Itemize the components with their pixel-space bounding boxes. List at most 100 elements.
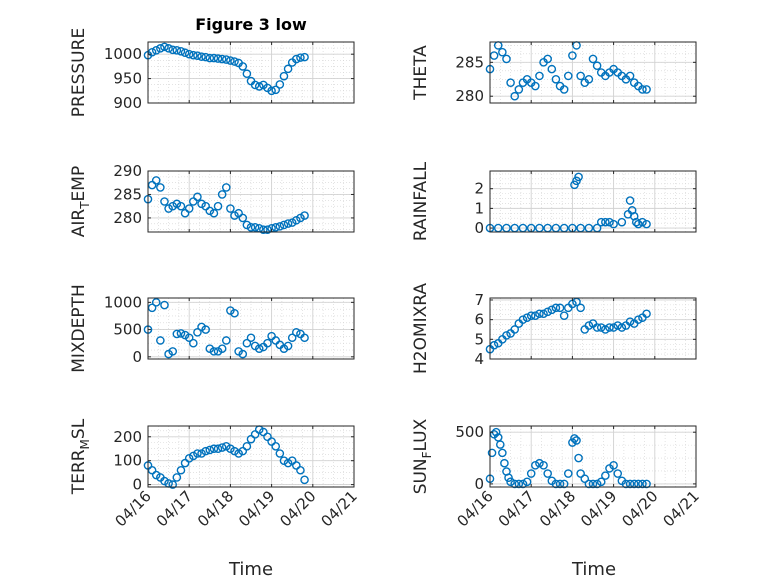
data-point (176, 465, 186, 475)
data-point (535, 309, 544, 319)
data-point (287, 218, 297, 227)
data-point (168, 480, 178, 489)
data-point (176, 46, 186, 56)
data-point (617, 323, 627, 332)
data-point (271, 442, 281, 451)
data-point (250, 223, 260, 232)
data-point (605, 323, 614, 332)
axes-box (489, 41, 697, 104)
data-point (551, 74, 561, 84)
data-point (609, 219, 618, 229)
y-axis-label: PRESSURE (69, 28, 89, 117)
data-point (193, 328, 202, 337)
axes-box (147, 170, 355, 233)
data-point (601, 217, 610, 227)
data-point (592, 323, 602, 332)
data-point (160, 300, 169, 310)
data-point (238, 349, 248, 359)
data-point (184, 49, 194, 59)
data-point (642, 309, 651, 319)
data-point (201, 325, 210, 334)
data-point (226, 204, 235, 213)
data-point (246, 223, 256, 232)
data-point (634, 219, 643, 229)
data-point (205, 206, 215, 216)
data-point (563, 469, 573, 478)
data-point (563, 71, 573, 81)
axes-box (489, 425, 697, 488)
subplot-pressure: 900 950 1000 PRESSURE (69, 28, 355, 117)
data-point (605, 217, 614, 227)
data-point (209, 347, 219, 356)
data-point (572, 436, 581, 445)
axes-box (489, 297, 697, 360)
data-point (498, 47, 507, 57)
x-axis-label-left: Time (228, 559, 273, 580)
y-tick-label: 500 (113, 321, 142, 339)
subplot-h2omixra: 4 56 7 H2OMIXRA (411, 283, 697, 374)
y-tick-label: 900 (113, 94, 142, 112)
data-point (296, 213, 305, 223)
data-point (555, 303, 565, 313)
data-point (625, 317, 635, 326)
y-tick-label: 0 (474, 475, 484, 493)
y-tick-label: 950 (113, 70, 142, 88)
data-point (156, 183, 165, 192)
y-tick-label: 4 (474, 350, 484, 368)
data-point (574, 453, 583, 463)
data-point (242, 442, 252, 451)
data-point (596, 217, 606, 227)
y-tick-label: 280 (113, 209, 142, 227)
data-point (221, 55, 231, 64)
data-point (596, 477, 606, 487)
data-point (543, 307, 552, 317)
data-point (500, 458, 509, 468)
y-tick-label: 7 (474, 291, 484, 309)
data-point (531, 460, 540, 470)
data-point (631, 217, 641, 227)
data-point (588, 54, 598, 64)
axes-box (147, 297, 355, 360)
data-point (506, 477, 515, 487)
data-point (504, 473, 513, 482)
data-point (168, 347, 178, 356)
y-tick-label: 0 (474, 219, 484, 237)
data-point (147, 47, 157, 57)
data-point (535, 458, 544, 468)
data-point (254, 82, 264, 91)
data-point (205, 53, 215, 63)
y-tick-label: 2 (474, 180, 484, 198)
data-point (506, 78, 515, 87)
subplot-theta: 280 285 THETA (411, 41, 697, 105)
data-point (238, 62, 248, 71)
data-point (292, 54, 301, 64)
data-point (522, 313, 532, 322)
data-point (487, 448, 497, 458)
data-point (209, 444, 219, 454)
data-point (213, 201, 223, 211)
y-tick-label: 285 (113, 185, 142, 203)
axes-box (147, 41, 355, 104)
data-point (242, 220, 252, 230)
data-point (638, 217, 647, 227)
data-point (539, 309, 548, 319)
data-point (263, 338, 272, 348)
data-point (543, 469, 552, 478)
data-point (230, 57, 239, 66)
figure-title: Figure 3 low (195, 15, 307, 34)
data-point (300, 475, 309, 485)
data-point (151, 45, 161, 55)
y-tick-label: 1000 (104, 293, 142, 311)
data-point (625, 196, 635, 205)
y-tick-label: 200 (113, 428, 142, 446)
data-point (209, 208, 219, 218)
data-point (242, 69, 252, 79)
data-point (160, 42, 169, 52)
data-point (535, 71, 544, 81)
y-tick-label: 100 (113, 452, 142, 470)
data-point (634, 315, 643, 324)
data-point (184, 204, 194, 213)
data-point (526, 469, 536, 478)
data-point (242, 338, 252, 348)
